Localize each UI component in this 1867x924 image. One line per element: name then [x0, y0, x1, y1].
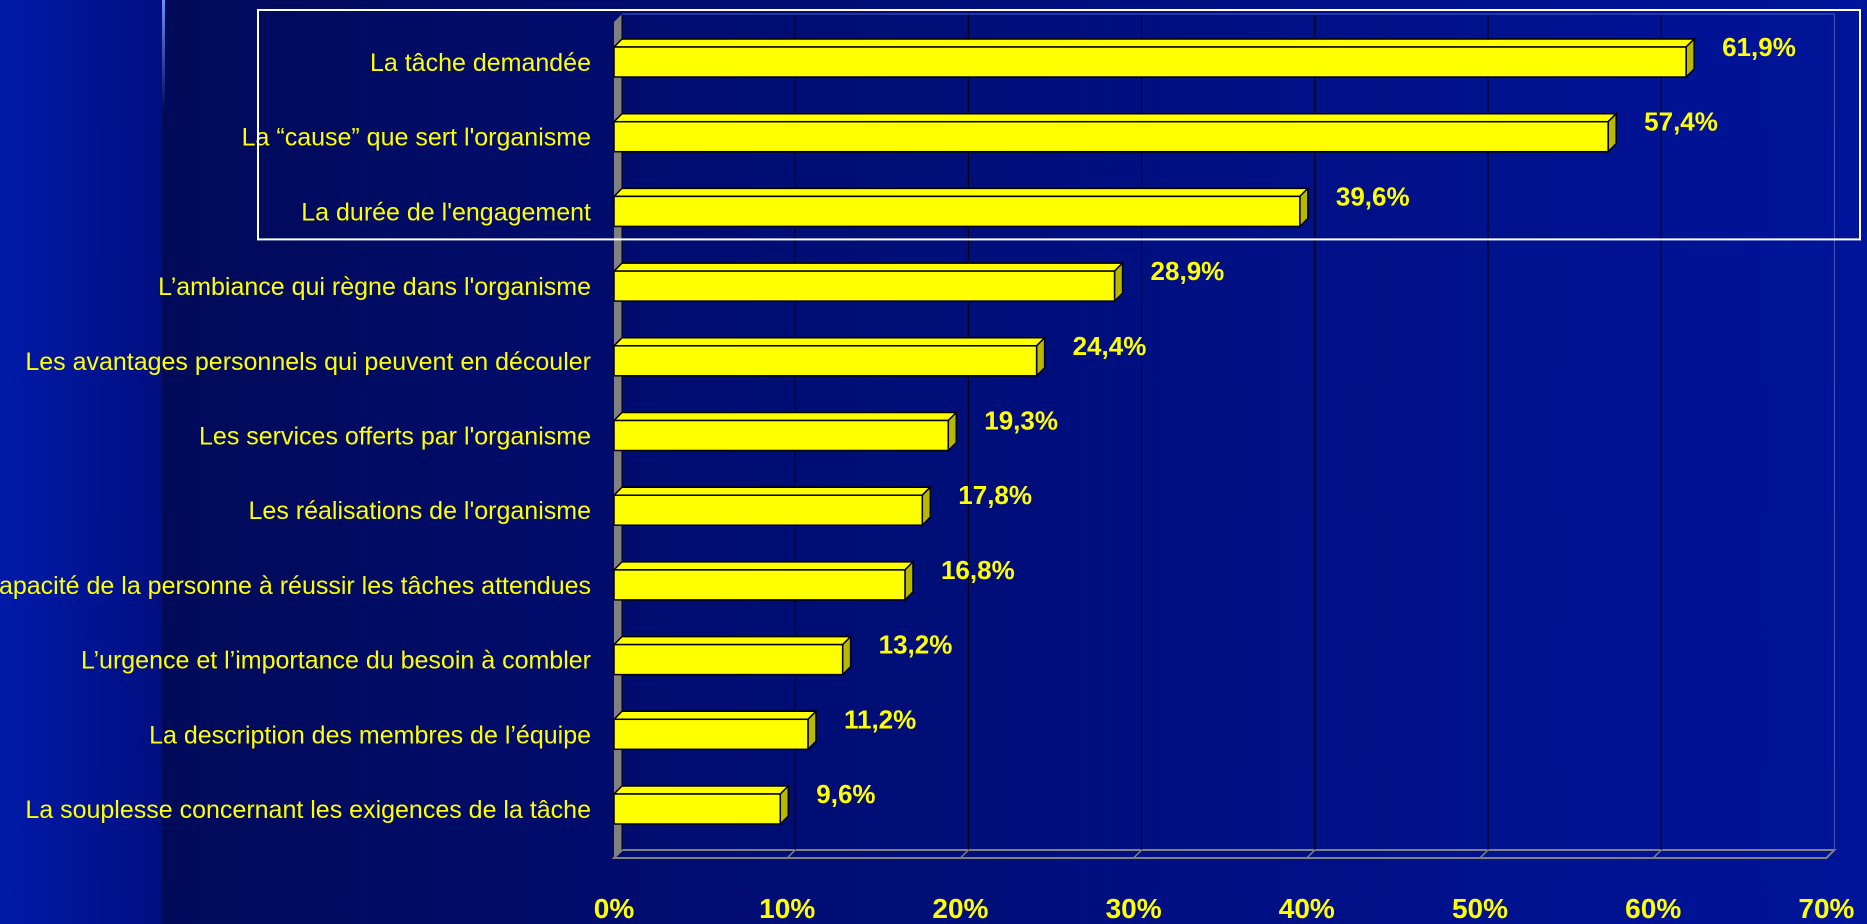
- data-label-4: 28,9%: [1151, 256, 1225, 286]
- left-accent-line: [162, 0, 165, 110]
- labels-layer: 61,9% La tâche demandée 57,4% La “cause” qu…: [0, 32, 1796, 824]
- bar-5: [612, 335, 1047, 378]
- data-label-5: 24,4%: [1073, 331, 1147, 361]
- data-label-9: 13,2%: [879, 630, 953, 660]
- bar-front-face: [613, 195, 1301, 228]
- bar-top-face: [612, 785, 791, 795]
- bar-front-face: [613, 419, 950, 452]
- bar-10: [612, 709, 818, 752]
- bar-front-face: [613, 270, 1116, 302]
- highlight-box: [257, 9, 1861, 241]
- category-label-5: Les avantages personnels qui peuvent en …: [25, 348, 591, 376]
- bar-7: [612, 485, 933, 528]
- chart-floor: [611, 849, 1837, 859]
- floor-tick-40: [1306, 849, 1316, 859]
- floor-tick-10: [786, 849, 796, 859]
- bar-6: [612, 410, 959, 453]
- bar-11: [612, 784, 791, 826]
- bar-9: [612, 634, 853, 677]
- bar-2: [612, 111, 1618, 154]
- floor-tick-20: [959, 849, 969, 859]
- bar-front-face: [613, 718, 809, 751]
- data-label-6: 19,3%: [984, 406, 1058, 436]
- data-label-2: 57,4%: [1644, 107, 1718, 137]
- floor-tick-60: [1652, 849, 1662, 859]
- category-label-7: Les réalisations de l'organisme: [249, 497, 591, 525]
- x-tick-label-20: 20%: [932, 893, 988, 924]
- highlight-box-layer: [257, 9, 1861, 241]
- bar-top-face: [612, 262, 1125, 272]
- bar-front-face: [613, 643, 844, 676]
- category-label-10: La description des membres de l’équipe: [149, 721, 591, 749]
- left-background-band: [0, 0, 162, 924]
- x-tick-label-60: 60%: [1625, 893, 1681, 924]
- bar-front-face: [613, 494, 924, 526]
- data-label-1: 61,9%: [1722, 32, 1796, 62]
- x-tick-label-50: 50%: [1452, 893, 1508, 924]
- category-label-4: L’ambiance qui règne dans l'organisme: [158, 273, 591, 301]
- bar-front-face: [613, 120, 1609, 153]
- bar-top-face: [612, 710, 818, 721]
- bar-top-face: [612, 337, 1047, 347]
- bar-front-face: [613, 793, 782, 825]
- category-label-3: La durée de l'engagement: [301, 198, 591, 226]
- data-label-7: 17,8%: [958, 480, 1032, 510]
- x-tick-label-40: 40%: [1279, 893, 1335, 924]
- bar-front-face: [613, 345, 1038, 377]
- category-label-8: La capacité de la personne à réussir les…: [0, 572, 591, 600]
- bars-layer: [612, 37, 1696, 826]
- bar-top-face: [612, 561, 915, 571]
- bar-top-face: [612, 635, 853, 646]
- bar-top-face: [612, 187, 1310, 198]
- category-label-1: La tâche demandée: [370, 49, 591, 77]
- floor-tick-70: [1825, 849, 1835, 859]
- floor-tick-0: [613, 849, 623, 859]
- data-label-10: 11,2%: [844, 704, 916, 734]
- data-label-8: 16,8%: [941, 555, 1015, 585]
- x-tick-label-70: 70%: [1798, 893, 1854, 924]
- ticks-layer: 0% 10% 20% 30% 40% 50% 60% 70%: [594, 893, 1855, 924]
- x-tick-label-10: 10%: [759, 893, 815, 924]
- data-label-3: 39,6%: [1336, 181, 1410, 211]
- category-label-11: La souplesse concernant les exigences de…: [25, 796, 591, 824]
- floor-tick-50: [1479, 849, 1489, 859]
- bar-front-face: [613, 46, 1687, 78]
- x-tick-label-30: 30%: [1106, 893, 1162, 924]
- category-label-2: La “cause” que sert l'organisme: [242, 124, 591, 152]
- category-label-9: L’urgence et l’importance du besoin à co…: [81, 647, 591, 675]
- bar-3: [612, 186, 1310, 229]
- bar-4: [612, 261, 1125, 303]
- bar-top-face: [612, 38, 1696, 48]
- bar-1: [612, 37, 1696, 79]
- bar-8: [612, 560, 915, 602]
- data-label-11: 9,6%: [816, 779, 875, 809]
- floor-tick-30: [1133, 849, 1143, 859]
- bar-top-face: [612, 486, 933, 496]
- bar-front-face: [613, 569, 906, 601]
- bar-top-face: [612, 112, 1618, 123]
- x-tick-label-0: 0%: [594, 893, 635, 924]
- bar-top-face: [612, 411, 959, 422]
- category-label-6: Les services offerts par l'organisme: [199, 423, 591, 451]
